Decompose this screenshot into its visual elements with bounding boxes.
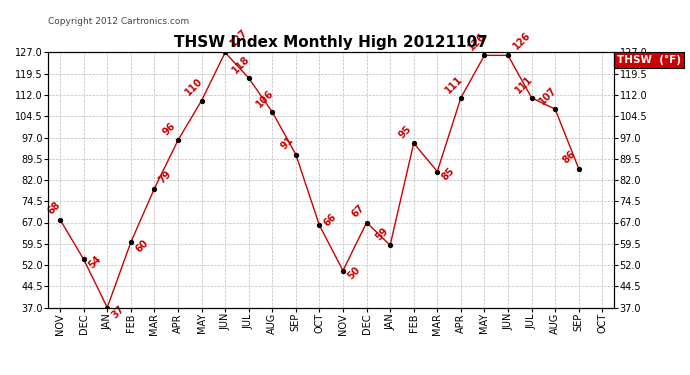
Point <box>219 50 230 55</box>
Text: 107: 107 <box>537 85 558 106</box>
Text: 66: 66 <box>322 211 339 228</box>
Text: 111: 111 <box>513 74 535 95</box>
Point <box>149 186 160 192</box>
Point <box>172 137 184 143</box>
Point <box>455 95 466 101</box>
Text: 96: 96 <box>161 121 178 138</box>
Point <box>432 168 443 174</box>
Text: 60: 60 <box>134 238 150 255</box>
Point <box>55 217 66 223</box>
Text: 85: 85 <box>440 166 457 183</box>
Point <box>243 75 254 81</box>
Text: 79: 79 <box>157 169 174 186</box>
Text: 59: 59 <box>373 226 390 242</box>
Point <box>78 256 89 262</box>
Text: 126: 126 <box>511 30 532 51</box>
Text: 127: 127 <box>228 27 249 48</box>
Text: 106: 106 <box>254 88 275 109</box>
Text: 67: 67 <box>350 203 366 220</box>
Point <box>526 95 537 101</box>
Text: 126: 126 <box>466 31 488 52</box>
Text: 95: 95 <box>397 124 414 140</box>
Point <box>573 166 584 172</box>
Point <box>479 53 490 58</box>
Point <box>337 268 348 274</box>
Point <box>101 304 112 310</box>
Point <box>408 140 420 146</box>
Text: 68: 68 <box>46 200 63 217</box>
Text: 91: 91 <box>279 135 296 152</box>
Text: Copyright 2012 Cartronics.com: Copyright 2012 Cartronics.com <box>48 17 190 26</box>
Text: 86: 86 <box>561 149 578 166</box>
Point <box>550 106 561 112</box>
Text: 110: 110 <box>184 76 205 98</box>
Point <box>314 222 325 228</box>
Point <box>384 242 395 248</box>
Point <box>361 219 372 225</box>
Point <box>267 109 278 115</box>
Text: 111: 111 <box>443 74 464 95</box>
Text: 118: 118 <box>230 54 252 75</box>
Point <box>290 152 302 157</box>
Point <box>502 53 513 58</box>
Text: 37: 37 <box>110 303 127 320</box>
Title: THSW Index Monthly High 20121107: THSW Index Monthly High 20121107 <box>175 35 488 50</box>
Text: 50: 50 <box>346 265 362 282</box>
Text: THSW  (°F): THSW (°F) <box>617 55 681 65</box>
Point <box>196 98 207 104</box>
Text: 54: 54 <box>86 254 103 270</box>
Point <box>126 239 137 245</box>
